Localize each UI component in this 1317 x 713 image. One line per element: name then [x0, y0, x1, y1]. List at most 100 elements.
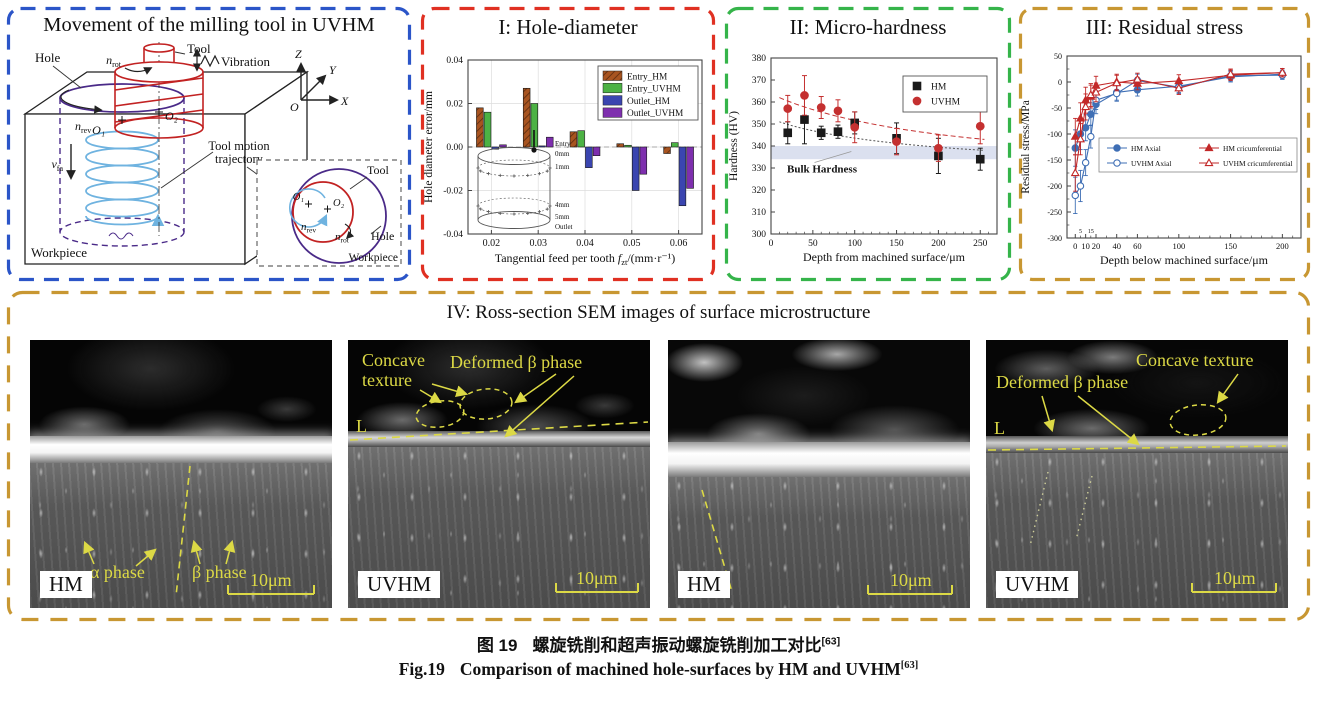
svg-text:200: 200: [931, 239, 946, 249]
svg-text:1mm: 1mm: [555, 163, 570, 171]
sem3-hole-region: [668, 340, 970, 442]
concave-texture-label-2: texture: [362, 370, 412, 390]
svg-text:-200: -200: [1047, 182, 1062, 191]
svg-text:Outlet_HM: Outlet_HM: [627, 97, 670, 107]
inset-o1-label: O₁: [293, 192, 304, 203]
svg-text:100: 100: [1172, 241, 1185, 251]
sem1-tag: HM: [40, 570, 92, 598]
movement-title: Movement of the milling tool in UVHM: [43, 14, 375, 36]
o1-label: O₁: [92, 123, 105, 137]
caption-english: Fig.19 Comparison of machined hole-surfac…: [398, 659, 919, 679]
svg-text:15: 15: [1088, 229, 1094, 235]
trajectory-label-2: trajectory: [215, 152, 264, 166]
svg-text:100: 100: [848, 239, 863, 249]
trajectory-inset: O₁ O₂ nrev nrot Tool Hole Workpiece: [256, 159, 402, 267]
inset-o2-label: O₂: [333, 198, 345, 209]
svg-text:0: 0: [769, 239, 774, 249]
axis-y-label: Y: [329, 63, 337, 77]
sem1-annotations: α phase β phase 10μm: [83, 465, 315, 597]
svg-text:200: 200: [1276, 241, 1289, 251]
micro-hardness-title: II: Micro-hardness: [789, 15, 947, 39]
svg-text:5mm: 5mm: [555, 213, 570, 221]
sem4-hole-region: [986, 340, 1288, 437]
svg-text:0.02: 0.02: [446, 100, 463, 110]
inset-n-rot-label: nrot: [335, 231, 350, 245]
svg-text:350: 350: [752, 120, 767, 130]
n-rev-label: nrev: [75, 119, 91, 135]
helix-trajectory: [85, 130, 165, 227]
line-l-label: L: [994, 418, 1005, 438]
n-rot-label: nrot: [106, 53, 122, 69]
svg-text:300: 300: [752, 230, 767, 240]
v-fa-label: vfa: [51, 157, 63, 173]
line-l-label: L: [356, 416, 367, 436]
sem-image-uvhm-1: Concave texture Deformed β phase L 10μm …: [348, 340, 650, 608]
micro-hardness-chart: Bulk Hardness 300 310 320 330 340 350 360 370 380…: [728, 54, 998, 264]
svg-text:380: 380: [752, 54, 767, 64]
sem3-surface-band: [668, 441, 970, 477]
svg-text:-50: -50: [1051, 104, 1062, 113]
concave-texture-label: Concave texture: [1136, 350, 1253, 370]
svg-text:UVHM Axial: UVHM Axial: [1131, 159, 1171, 168]
deformed-beta-label: Deformed β phase: [996, 372, 1128, 392]
trajectory-label-1: Tool motion: [208, 139, 270, 153]
svg-text:Entry: Entry: [555, 140, 571, 148]
deformed-beta-label: Deformed β phase: [450, 352, 582, 372]
scale-bar-label: 10μm: [576, 568, 618, 588]
sem2-annotations: Concave texture Deformed β phase L 10μm: [349, 350, 649, 593]
svg-text:-250: -250: [1047, 208, 1062, 217]
hole-diameter-title: I: Hole-diameter: [498, 15, 638, 39]
sem3-annotations: 10μm: [701, 489, 953, 595]
hole-diameter-chart: 0.04 0.02 0.00 -0.02 -0.04 0.02 0.03 0.04 0.05 0.…: [423, 56, 703, 267]
scale-bar-label: 10μm: [890, 570, 932, 590]
concave-texture-label-1: Concave: [362, 350, 425, 370]
inset-tool-label: Tool: [367, 163, 389, 177]
hole-label: Hole: [35, 50, 61, 65]
svg-text:HM Axial: HM Axial: [1131, 144, 1161, 153]
svg-text:10: 10: [1081, 241, 1090, 251]
svg-text:-0.04: -0.04: [443, 230, 463, 240]
svg-text:Entry_UVHM: Entry_UVHM: [627, 85, 681, 95]
svg-text:Outlet_UVHM: Outlet_UVHM: [627, 109, 683, 119]
svg-text:40: 40: [1112, 241, 1121, 251]
scale-bar-label: 10μm: [1214, 568, 1256, 588]
workpiece-label: Workpiece: [31, 245, 87, 260]
svg-text:0.02: 0.02: [483, 238, 501, 249]
svg-text:UVHM cricumferential: UVHM cricumferential: [1223, 159, 1293, 168]
svg-text:Entry_HM: Entry_HM: [627, 72, 667, 82]
svg-text:360: 360: [752, 98, 767, 108]
inset-n-rev-label: nrev: [301, 221, 316, 235]
o2-label: O₂: [165, 109, 178, 123]
panel-movement: Movement of the milling tool in UVHM: [6, 6, 412, 282]
sem-image-hm-2: 10μm HM: [668, 340, 970, 608]
panel-residual-stress: III: Residual stress 50 0 -50 -100 -150 -200-…: [1018, 6, 1311, 282]
svg-text:Hardness (HV): Hardness (HV): [728, 111, 740, 181]
svg-text:5: 5: [1079, 229, 1082, 235]
sem1-surface-band: [30, 436, 332, 464]
svg-text:-150: -150: [1047, 156, 1062, 165]
svg-text:0: 0: [1073, 241, 1077, 251]
svg-text:0.04: 0.04: [576, 238, 594, 249]
svg-text:Depth from machined surface/μm: Depth from machined surface/μm: [803, 250, 966, 264]
svg-text:340: 340: [752, 142, 767, 152]
svg-text:320: 320: [752, 186, 767, 196]
residual-stress-chart: 50 0 -50 -100 -150 -200 -250 -300 0 10 20 40 60 100 15…: [1020, 52, 1302, 267]
svg-text:4mm: 4mm: [555, 201, 570, 209]
inset-hole-label: Hole: [371, 229, 394, 243]
tool-label: Tool: [187, 41, 211, 56]
svg-text:370: 370: [752, 76, 767, 86]
residual-stress-title: III: Residual stress: [1085, 15, 1244, 39]
svg-text:310: 310: [752, 208, 767, 218]
svg-text:0: 0: [1058, 78, 1062, 87]
inset-workpiece-label: Workpiece: [348, 252, 398, 264]
sem-image-uvhm-2: Deformed β phase Concave texture L 10μm …: [986, 340, 1288, 608]
panel-micro-hardness: II: Micro-hardness Bulk Hardness 300 310 32…: [724, 6, 1012, 282]
sem-image-hm-1: α phase β phase 10μm HM: [30, 340, 332, 608]
sem1-hole-region: [30, 340, 332, 437]
scale-bar-label: 10μm: [250, 570, 292, 590]
svg-text:330: 330: [752, 164, 767, 174]
tool-leader: [174, 51, 186, 55]
svg-text:UVHM: UVHM: [931, 97, 961, 107]
sem4-annotations: Deformed β phase Concave texture L 10μm: [987, 350, 1287, 593]
